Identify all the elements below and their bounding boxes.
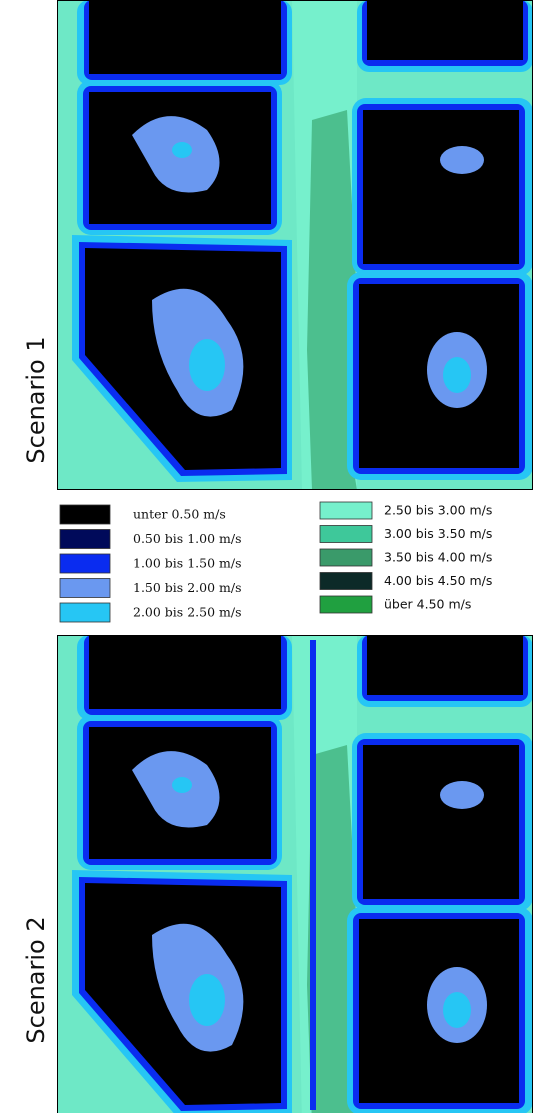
legend-label: 3.50 bis 4.00 m/s bbox=[384, 550, 492, 565]
legend-swatch bbox=[320, 502, 372, 519]
legend-label: 4.00 bis 4.50 m/s bbox=[384, 573, 492, 588]
legend-label: 1.00 bis 1.50 m/s bbox=[133, 556, 241, 571]
legend-swatch bbox=[320, 573, 372, 590]
panel-label: Scenario 2 bbox=[22, 916, 50, 1043]
street-line bbox=[310, 640, 316, 1110]
legend-swatch bbox=[60, 530, 110, 549]
legend-swatch bbox=[60, 603, 110, 622]
panel-label: Scenario 1 bbox=[22, 336, 50, 463]
legend-label: 3.00 bis 3.50 m/s bbox=[384, 526, 492, 541]
legend: unter 0.50 m/s 0.50 bis 1.00 m/s 1.00 bis … bbox=[60, 502, 492, 622]
scenario-map bbox=[57, 0, 533, 490]
page: {"panels": [{"label": "Scenario 1"}, {"l… bbox=[0, 0, 533, 1113]
legend-label: über 4.50 m/s bbox=[384, 597, 471, 612]
legend-swatch bbox=[60, 579, 110, 598]
legend-label: unter 0.50 m/s bbox=[133, 507, 226, 522]
legend-swatch bbox=[320, 526, 372, 543]
legend-label: 0.50 bis 1.00 m/s bbox=[133, 531, 241, 546]
figure: Scenario 1 Scenario 2 unter 0.50 m/s 0.50… bbox=[0, 0, 533, 1113]
legend-label: 1.50 bis 2.00 m/s bbox=[133, 580, 241, 595]
legend-swatch bbox=[60, 554, 110, 573]
scenario-map bbox=[57, 635, 533, 1113]
legend-swatch bbox=[320, 596, 372, 613]
legend-label: 2.50 bis 3.00 m/s bbox=[384, 503, 492, 518]
legend-swatch bbox=[60, 505, 110, 524]
legend-label: 2.00 bis 2.50 m/s bbox=[133, 605, 241, 620]
legend-swatch bbox=[320, 549, 372, 566]
